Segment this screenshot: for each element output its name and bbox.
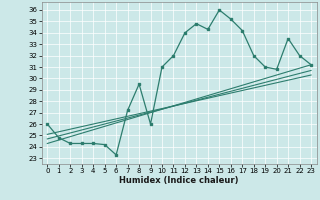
- X-axis label: Humidex (Indice chaleur): Humidex (Indice chaleur): [119, 176, 239, 185]
